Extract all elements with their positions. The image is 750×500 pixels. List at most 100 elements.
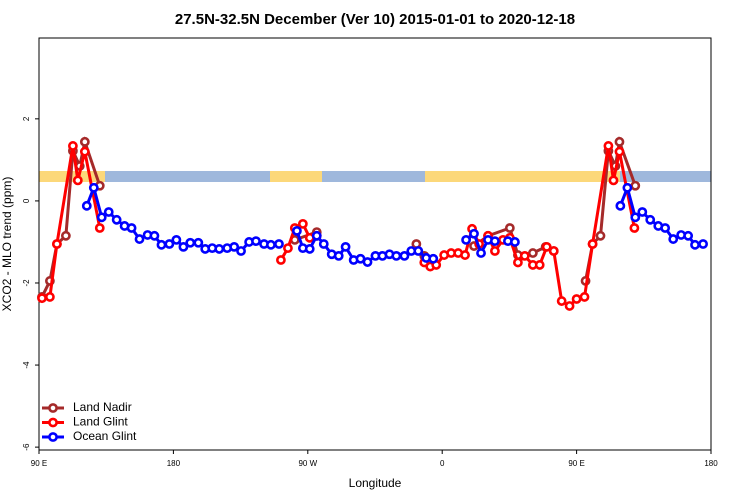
- data-point: [60, 230, 71, 241]
- data-point: [111, 214, 122, 225]
- data-point: [622, 182, 633, 193]
- data-point: [333, 251, 344, 261]
- data-point: [72, 175, 83, 186]
- data-point: [340, 241, 351, 252]
- data-point: [304, 244, 315, 254]
- data-point: [579, 292, 590, 302]
- data-point: [476, 248, 486, 258]
- data-point: [698, 239, 708, 249]
- data-point: [645, 214, 656, 225]
- data-point: [79, 136, 90, 147]
- data-point: [318, 239, 329, 249]
- data-point: [504, 223, 515, 233]
- data-point: [214, 244, 225, 254]
- x-tick-label: 90 E: [31, 459, 47, 468]
- data-point: [362, 257, 373, 267]
- data-point: [52, 239, 62, 249]
- data-point: [510, 237, 520, 247]
- data-point: [88, 182, 99, 193]
- legend-marker: [48, 403, 58, 413]
- legend-label: Ocean Glint: [73, 429, 137, 443]
- data-point: [615, 200, 626, 211]
- data-point: [513, 257, 523, 268]
- data-point: [614, 146, 625, 157]
- data-point: [276, 255, 286, 265]
- data-point: [683, 230, 694, 241]
- data-point: [668, 234, 679, 244]
- data-point: [556, 296, 567, 306]
- y-tick-label: 0: [22, 198, 31, 203]
- x-tick-label: 90 E: [568, 459, 584, 468]
- y-tick-label: -2: [22, 279, 31, 287]
- y-tick-label: -4: [22, 361, 31, 369]
- data-point: [490, 246, 500, 256]
- data-point: [660, 223, 671, 233]
- data-point: [603, 141, 614, 151]
- data-point: [251, 236, 261, 247]
- data-point: [311, 230, 322, 241]
- chart-title: 27.5N-32.5N December (Ver 10) 2015-01-01…: [175, 11, 575, 28]
- legend-marker: [48, 417, 58, 428]
- data-point: [164, 239, 175, 249]
- data-point: [291, 225, 302, 236]
- data-point: [283, 243, 293, 254]
- x-tick-label: 180: [704, 459, 718, 468]
- data-point: [178, 241, 189, 252]
- data-point: [690, 239, 700, 250]
- data-point: [548, 246, 559, 256]
- data-point: [399, 251, 410, 261]
- x-axis-label: Longitude: [349, 476, 402, 490]
- data-point: [587, 239, 598, 249]
- ocean-strip: [39, 171, 711, 182]
- legend-marker: [48, 432, 58, 442]
- data-point: [519, 251, 530, 261]
- data-point: [469, 228, 479, 239]
- data-point: [629, 223, 640, 233]
- data-point: [461, 234, 471, 245]
- data-point: [541, 241, 552, 252]
- data-point: [103, 207, 114, 217]
- data-point: [413, 246, 424, 256]
- data-point: [149, 230, 160, 241]
- data-point: [527, 248, 538, 258]
- data-point: [94, 223, 105, 233]
- y-axis-label: XCO2 - MLO trend (ppm): [0, 177, 14, 312]
- data-point: [185, 237, 196, 248]
- data-point: [67, 141, 78, 151]
- x-tick-label: 180: [167, 459, 181, 468]
- data-point: [630, 212, 641, 223]
- data-point: [193, 237, 204, 248]
- data-point: [37, 293, 47, 304]
- data-point: [96, 212, 107, 223]
- data-point: [81, 200, 92, 211]
- legend-label: Land Nadir: [73, 400, 132, 414]
- data-point: [274, 239, 284, 249]
- data-point: [428, 253, 439, 264]
- data-point: [564, 301, 575, 311]
- data-point: [460, 250, 470, 260]
- data-point: [608, 175, 619, 186]
- data-point: [297, 218, 308, 229]
- x-tick-label: 0: [440, 459, 445, 468]
- data-point: [614, 136, 625, 147]
- data-point: [156, 239, 167, 250]
- data-point: [630, 180, 641, 191]
- data-point: [134, 234, 145, 244]
- legend-label: Land Glint: [73, 415, 128, 429]
- data-point: [490, 236, 500, 247]
- data-point: [229, 241, 240, 252]
- data-point: [79, 146, 90, 157]
- plot-frame: [38, 37, 712, 451]
- data-point: [391, 251, 402, 261]
- data-point: [45, 292, 55, 302]
- data-point: [171, 234, 182, 245]
- x-tick-label: 90 W: [298, 459, 317, 468]
- data-point: [637, 207, 648, 217]
- data-point: [534, 260, 545, 270]
- land-strip: [270, 171, 322, 182]
- data-point: [595, 230, 606, 241]
- data-point: [266, 239, 276, 250]
- data-point: [571, 294, 582, 304]
